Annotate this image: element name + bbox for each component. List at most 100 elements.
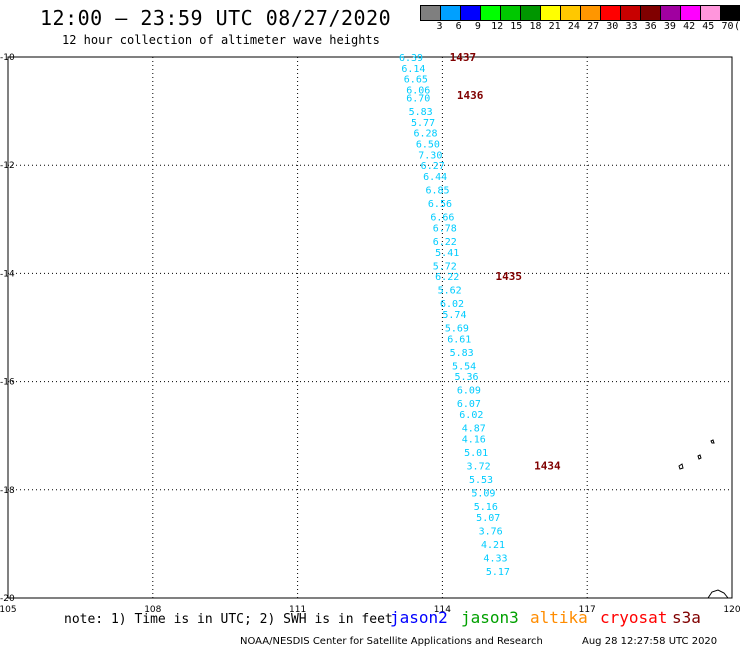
legend-swatch [460, 5, 480, 21]
legend-label: 39 [663, 21, 676, 32]
footer-timestamp: Aug 28 12:27:58 UTC 2020 [582, 636, 718, 647]
island-shape [697, 454, 702, 460]
legend-label: 45 [702, 21, 715, 32]
legend-swatch [520, 5, 540, 21]
y-tick-label: -12 [0, 161, 15, 171]
swh-reading: 5.77 [411, 118, 435, 129]
satellite-altika: altika [530, 608, 588, 627]
x-tick-label: 117 [579, 605, 596, 615]
legend-unit: (ft) [734, 21, 740, 32]
legend-label: 70 [721, 21, 734, 32]
swh-reading: 4.87 [462, 424, 486, 435]
swh-reading: 5.54 [452, 361, 476, 372]
swh-reading: 5.53 [469, 475, 493, 486]
swh-reading: 6.39 [399, 53, 423, 64]
x-tick-label: 114 [434, 605, 451, 615]
swh-reading: 6.61 [447, 334, 471, 345]
legend-swatch [540, 5, 560, 21]
swh-reading: 6.27 [421, 161, 445, 172]
legend-swatch [420, 5, 440, 21]
footer-credit: NOAA/NESDIS Center for Satellite Applica… [240, 636, 543, 647]
legend-label: 21 [548, 21, 561, 32]
legend-label: 9 [474, 21, 481, 32]
legend-swatch [480, 5, 500, 21]
legend-swatch [640, 5, 660, 21]
legend-label: 42 [683, 21, 696, 32]
swh-reading: 5.16 [474, 502, 498, 513]
page-title: 12:00 – 23:59 UTC 08/27/2020 [40, 6, 392, 30]
pass-time-label: 1434 [534, 459, 561, 472]
swh-reading: 6.70 [406, 94, 430, 105]
swh-reading: 6.85 [426, 186, 450, 197]
legend-swatch [560, 5, 580, 21]
color-legend [420, 5, 740, 21]
swh-reading: 4.21 [481, 540, 505, 551]
swh-reading: 5.41 [435, 248, 459, 259]
y-tick-label: -18 [0, 486, 15, 496]
legend-swatch [500, 5, 520, 21]
swh-reading: 6.09 [457, 386, 481, 397]
legend-swatch [440, 5, 460, 21]
swh-reading: 6.65 [404, 75, 428, 86]
swh-reading: 4.33 [483, 553, 507, 564]
swh-reading: 5.83 [450, 348, 474, 359]
coastline [707, 589, 729, 599]
legend-swatch [720, 5, 740, 21]
legend-swatch [700, 5, 720, 21]
legend-swatch [580, 5, 600, 21]
swh-reading: 6.02 [459, 410, 483, 421]
swh-reading: 6.50 [416, 140, 440, 151]
legend-swatch [660, 5, 680, 21]
pass-time-label: 1435 [495, 270, 522, 283]
legend-label: 33 [625, 21, 638, 32]
x-tick-label: 120 [723, 605, 740, 615]
swh-reading: 6.22 [435, 272, 459, 283]
swh-reading: 6.78 [433, 223, 457, 234]
legend-label: 12 [491, 21, 504, 32]
x-tick-label: 105 [0, 605, 17, 615]
swh-reading: 4.16 [462, 434, 486, 445]
swh-reading: 6.44 [423, 172, 447, 183]
legend-label: 6 [455, 21, 462, 32]
y-tick-label: -20 [0, 594, 15, 604]
satellite-jason3: jason3 [461, 608, 519, 627]
pass-time-label: 1436 [457, 89, 484, 102]
swh-reading: 5.09 [471, 489, 495, 500]
swh-reading: 6.22 [433, 237, 457, 248]
swh-reading: 6.14 [401, 64, 425, 75]
swh-reading: 5.72 [433, 261, 457, 272]
swh-reading: 6.07 [457, 399, 481, 410]
swh-reading: 5.74 [442, 310, 466, 321]
units-note: note: 1) Time is in UTC; 2) SWH is in fe… [64, 612, 393, 627]
satellite-s3a: s3a [672, 608, 701, 627]
y-tick-label: -10 [0, 53, 15, 63]
page-subtitle: 12 hour collection of altimeter wave hei… [62, 33, 380, 47]
legend-label: 15 [510, 21, 523, 32]
swh-reading: 3.76 [479, 526, 503, 537]
y-tick-label: -14 [0, 269, 15, 279]
legend-label: 3 [436, 21, 443, 32]
satellite-cryosat: cryosat [600, 608, 668, 627]
swh-reading: 5.07 [476, 513, 500, 524]
swh-reading: 6.66 [430, 213, 454, 224]
swh-reading: 5.17 [486, 567, 510, 578]
map-frame [7, 56, 733, 599]
swh-reading: 6.28 [413, 129, 437, 140]
swh-reading: 6.06 [406, 85, 430, 96]
swh-reading: 6.02 [440, 299, 464, 310]
swh-reading: 7.30 [418, 150, 442, 161]
swh-reading: 5.83 [409, 107, 433, 118]
y-tick-label: -16 [0, 378, 15, 388]
legend-swatch [620, 5, 640, 21]
x-tick-label: 108 [144, 605, 161, 615]
legend-label: 18 [529, 21, 542, 32]
swh-reading: 5.36 [454, 372, 478, 383]
legend-swatch [600, 5, 620, 21]
pass-time-label: 1437 [450, 51, 477, 64]
swh-reading: 5.69 [445, 324, 469, 335]
satellite-jason2: jason2 [390, 608, 448, 627]
swh-reading: 5.01 [464, 448, 488, 459]
swh-reading: 6.56 [428, 199, 452, 210]
